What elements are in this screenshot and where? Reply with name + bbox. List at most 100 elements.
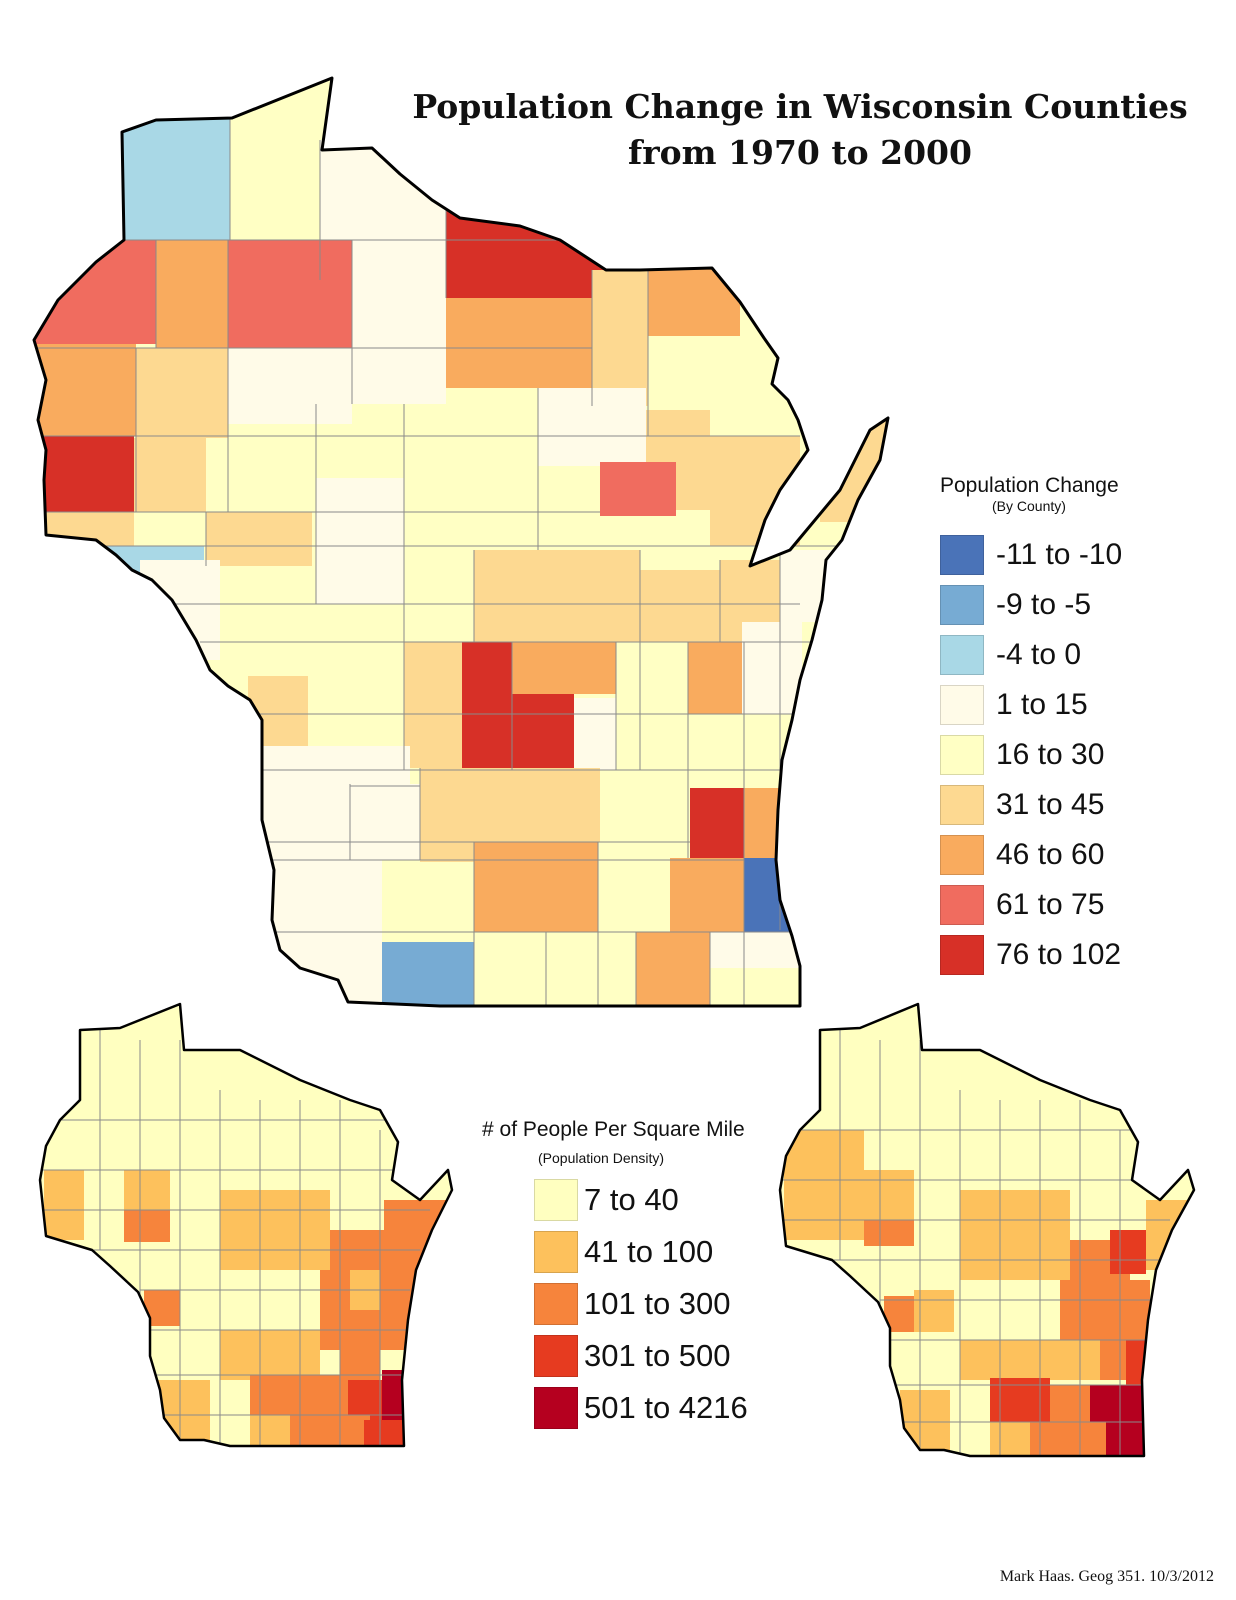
county: [900, 1390, 950, 1456]
legend-label: 16 to 30: [996, 738, 1105, 771]
population-change-legend: Population Change (By County) -11 to -10…: [940, 474, 1200, 980]
county: [1030, 1422, 1106, 1456]
county: [1050, 1385, 1090, 1422]
wisconsin-outline-main: [32, 76, 890, 1008]
county: [1110, 1230, 1146, 1274]
county: [124, 1210, 170, 1242]
county: [260, 746, 410, 786]
county: [744, 858, 800, 932]
legend-subtitle: (Population Density): [538, 1150, 665, 1166]
county: [34, 344, 136, 436]
author-credit: Mark Haas. Geog 351. 10/3/2012: [999, 1568, 1214, 1585]
county: [474, 842, 598, 932]
county: [348, 1380, 382, 1420]
county: [384, 1200, 452, 1280]
county: [820, 410, 888, 522]
density-map-2000-lines: [780, 1030, 1180, 1456]
legend-swatch: [940, 585, 984, 625]
legend-label: 101 to 300: [584, 1286, 731, 1321]
county: [446, 200, 616, 298]
county: [352, 280, 446, 404]
legend-item: 61 to 75: [940, 880, 1200, 930]
legend-swatch: [940, 685, 984, 725]
legend-item: -11 to -10: [940, 530, 1200, 580]
legend-subtitle: (By County): [992, 498, 1066, 514]
legend-swatch: [940, 635, 984, 675]
county: [510, 768, 600, 842]
legend-rows: -11 to -10 -9 to -5 -4 to 0 1 to 15 16 to 30…: [940, 530, 1200, 980]
legend-title: Population Change: [940, 474, 1119, 497]
legend-item: -9 to -5: [940, 580, 1200, 630]
legend-label: 46 to 60: [996, 838, 1105, 871]
county: [512, 642, 616, 694]
county: [1106, 1425, 1146, 1456]
county: [592, 270, 648, 406]
county: [990, 1422, 1030, 1456]
title-line-2: from 1970 to 2000: [628, 133, 972, 172]
county: [350, 784, 420, 860]
wisconsin-outline-2000: [778, 1002, 1196, 1458]
county: [960, 1190, 1070, 1280]
legend-item: 16 to 30: [940, 730, 1200, 780]
legend-swatch: [534, 1387, 578, 1429]
legend-swatch: [534, 1283, 578, 1325]
legend-rows: 7 to 40 41 to 100 101 to 300 301 to 500 501 …: [482, 1174, 782, 1434]
density-map-2000-counties: [780, 1004, 1194, 1456]
county: [220, 1330, 320, 1380]
legend-label: 61 to 75: [996, 888, 1105, 921]
wisconsin-outline-1970: [38, 1002, 454, 1448]
county: [156, 240, 228, 348]
county: [688, 642, 742, 714]
county: [742, 622, 802, 714]
county: [316, 478, 404, 604]
county: [784, 1130, 864, 1240]
county: [290, 1415, 370, 1446]
legend-label: 1 to 15: [996, 688, 1088, 721]
county: [462, 642, 512, 768]
county: [640, 570, 720, 642]
county: [636, 932, 710, 1006]
county: [228, 348, 352, 424]
county: [404, 642, 462, 768]
county: [44, 1170, 84, 1240]
county: [228, 240, 352, 348]
county: [512, 694, 574, 768]
legend-item: 41 to 100: [534, 1226, 782, 1278]
legend-label: -9 to -5: [996, 588, 1092, 621]
county: [134, 438, 206, 512]
legend-label: 501 to 4216: [584, 1390, 748, 1425]
county: [690, 788, 744, 858]
county: [640, 266, 740, 336]
legend-swatch: [940, 535, 984, 575]
legend-swatch: [940, 835, 984, 875]
county: [1100, 1340, 1130, 1380]
county: [250, 1375, 340, 1415]
county: [136, 348, 228, 438]
county: [780, 550, 840, 622]
density-map-1970-lines: [40, 1030, 440, 1446]
county: [124, 1170, 170, 1210]
county: [250, 1415, 290, 1446]
county: [140, 560, 220, 660]
map-title: Population Change in Wisconsin Counties …: [400, 84, 1200, 176]
legend-label: -4 to 0: [996, 638, 1082, 671]
county: [710, 932, 800, 968]
county: [574, 698, 616, 770]
legend-swatch: [534, 1179, 578, 1221]
county: [382, 942, 474, 1006]
county: [220, 1190, 330, 1270]
legend-item: 501 to 4216: [534, 1382, 782, 1434]
legend-label: 41 to 100: [584, 1234, 714, 1269]
county: [446, 298, 592, 388]
legend-item: 7 to 40: [534, 1174, 782, 1226]
legend-swatch: [534, 1335, 578, 1377]
county: [710, 436, 800, 546]
legend-title: # of People Per Square Mile: [482, 1118, 745, 1141]
county: [34, 436, 134, 512]
county: [270, 860, 382, 1006]
county: [864, 1170, 914, 1220]
legend-item: 46 to 60: [940, 830, 1200, 880]
county: [364, 1420, 408, 1446]
county: [864, 1220, 914, 1246]
